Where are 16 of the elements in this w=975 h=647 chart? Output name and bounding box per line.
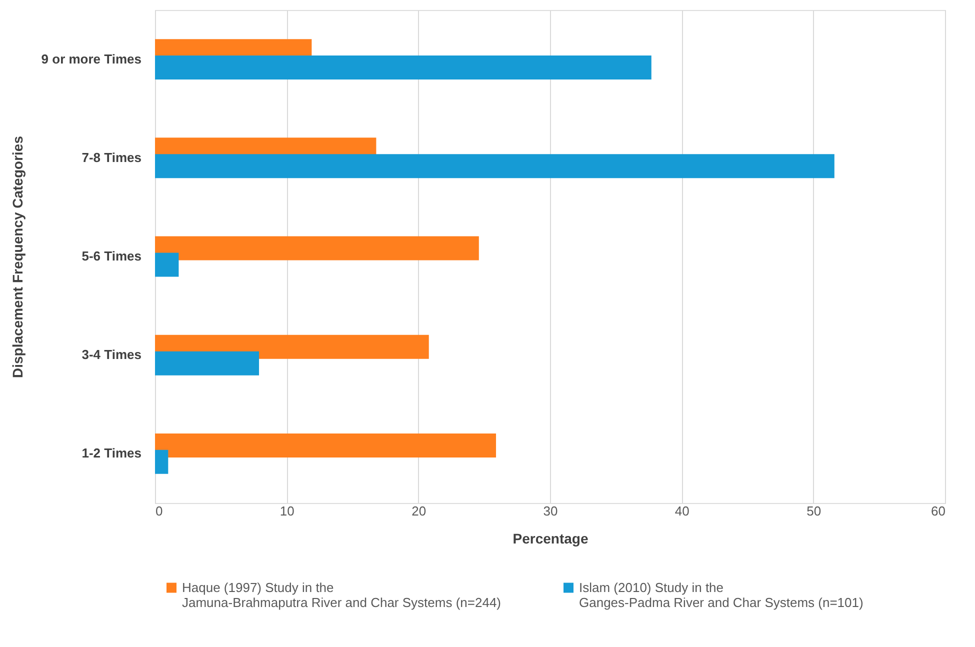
- x-tick-label: 40: [674, 504, 690, 518]
- x-tick-label: 50: [806, 504, 822, 518]
- y-tick-label: 5-6 Times: [82, 248, 142, 264]
- x-tick-label: 30: [543, 504, 558, 518]
- x-axis-title: Percentage: [512, 530, 588, 546]
- y-tick-label: 1-2 Times: [82, 446, 142, 461]
- y-axis-title: Displacement Frequency Categories: [9, 136, 26, 378]
- x-tick-label: 20: [412, 504, 426, 518]
- legend-label: Islam (2010) Study in the Ganges-Padma River and Char Systems (n=101): [579, 580, 864, 610]
- y-tick-label: 7-8 Times: [82, 150, 142, 165]
- y-tick-label: 3-4 Times: [82, 347, 142, 362]
- x-tick-label: 0: [156, 504, 163, 518]
- x-tick-label: 60: [931, 504, 946, 518]
- x-tick-label: 10: [280, 504, 294, 518]
- legend-label: Haque (1997) Study in the Jamuna-Brahmaputra River and Char Systems (n=244): [182, 580, 502, 610]
- y-tick-label: 9 or more Times: [41, 51, 142, 66]
